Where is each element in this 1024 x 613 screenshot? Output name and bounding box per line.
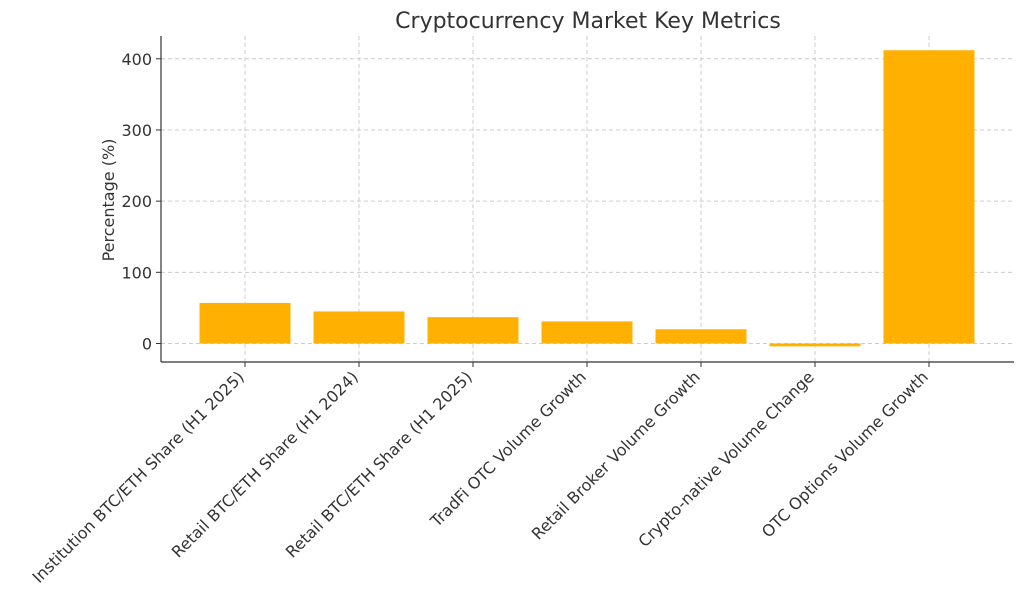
y-tick-label: 100 xyxy=(121,263,152,282)
bars xyxy=(199,50,975,347)
x-tick-labels: Institution BTC/ETH Share (H1 2025)Retai… xyxy=(28,367,931,586)
y-tick-label: 0 xyxy=(142,334,152,353)
y-axis-label: Percentage (%) xyxy=(99,139,118,262)
y-tick-label: 400 xyxy=(121,50,152,69)
axes xyxy=(160,36,1014,367)
bar xyxy=(199,302,291,344)
bar xyxy=(769,343,861,347)
bar xyxy=(313,311,405,344)
y-ticks: 0 100 200 300 400 xyxy=(121,50,161,353)
y-tick-label: 300 xyxy=(121,121,152,140)
chart-title: Cryptocurrency Market Key Metrics xyxy=(395,9,781,34)
bar xyxy=(883,50,975,344)
bar xyxy=(655,329,747,344)
x-tick-label: Institution BTC/ETH Share (H1 2025) xyxy=(28,367,247,586)
x-tick-label: Retail BTC/ETH Share (H1 2025) xyxy=(282,367,476,561)
bar xyxy=(541,321,633,344)
y-tick-label: 200 xyxy=(121,192,152,211)
x-tick-label: Retail BTC/ETH Share (H1 2024) xyxy=(168,367,362,561)
bar xyxy=(427,317,519,344)
